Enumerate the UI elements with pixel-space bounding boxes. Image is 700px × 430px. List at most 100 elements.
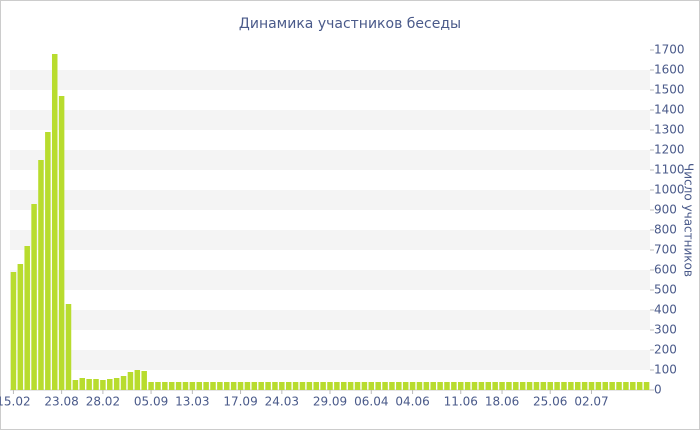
bar bbox=[210, 382, 216, 390]
bar bbox=[506, 382, 512, 390]
bar bbox=[485, 382, 492, 390]
y-axis-label: Число участников bbox=[682, 163, 696, 277]
grid-band bbox=[10, 150, 650, 170]
bar bbox=[382, 382, 388, 390]
bar bbox=[107, 379, 113, 390]
bar bbox=[230, 382, 237, 390]
bar bbox=[306, 382, 313, 390]
bar bbox=[72, 380, 79, 390]
x-tick-label: 13.03 bbox=[175, 395, 209, 409]
bar bbox=[313, 382, 319, 390]
bar bbox=[285, 382, 292, 390]
bar bbox=[113, 378, 120, 390]
bar bbox=[31, 204, 37, 390]
x-tick-label: 02.07 bbox=[574, 395, 608, 409]
bar bbox=[189, 382, 196, 390]
bar bbox=[86, 379, 92, 390]
bar bbox=[51, 54, 58, 390]
y-tick-label: 900 bbox=[654, 203, 677, 217]
y-tick-label: 1700 bbox=[654, 43, 685, 57]
bar bbox=[162, 382, 168, 390]
bar bbox=[45, 132, 51, 390]
bar bbox=[464, 382, 471, 390]
bar bbox=[389, 382, 395, 390]
bar bbox=[444, 382, 450, 390]
bar bbox=[93, 379, 99, 390]
grid-band bbox=[10, 350, 650, 370]
bar bbox=[513, 382, 519, 390]
bar bbox=[24, 246, 30, 390]
bar bbox=[299, 382, 306, 390]
bar bbox=[155, 382, 161, 390]
y-tick-label: 800 bbox=[654, 223, 677, 237]
y-tick-label: 1500 bbox=[654, 83, 685, 97]
bar bbox=[588, 382, 595, 390]
bar bbox=[10, 272, 17, 390]
bar bbox=[127, 372, 134, 390]
grid-band bbox=[10, 70, 650, 90]
bar bbox=[409, 382, 416, 390]
y-tick-label: 1100 bbox=[654, 163, 685, 177]
x-tick-label: 18.06 bbox=[485, 395, 519, 409]
x-tick-label: 23.08 bbox=[44, 395, 78, 409]
bar bbox=[451, 382, 457, 390]
y-tick-label: 1600 bbox=[654, 63, 685, 77]
bar bbox=[65, 304, 72, 390]
bar bbox=[402, 382, 409, 390]
bar bbox=[100, 380, 106, 390]
bar bbox=[574, 382, 581, 390]
bar bbox=[168, 382, 175, 390]
bar bbox=[630, 382, 636, 390]
bar bbox=[361, 382, 368, 390]
bar bbox=[38, 160, 44, 390]
bar bbox=[354, 382, 361, 390]
bar bbox=[430, 382, 436, 390]
bar bbox=[141, 371, 147, 390]
bar bbox=[17, 264, 24, 390]
bar bbox=[320, 382, 326, 390]
bar bbox=[134, 370, 141, 390]
bar bbox=[375, 382, 381, 390]
bar bbox=[561, 382, 567, 390]
bar bbox=[396, 382, 402, 390]
chart-title: Динамика участников беседы bbox=[239, 16, 461, 32]
grid-band bbox=[10, 190, 650, 210]
bar bbox=[636, 382, 643, 390]
bar bbox=[224, 382, 230, 390]
x-tick-label: 25.06 bbox=[533, 395, 567, 409]
bar bbox=[347, 382, 354, 390]
bar bbox=[251, 382, 258, 390]
bar bbox=[244, 382, 251, 390]
bar bbox=[148, 382, 154, 390]
y-tick-label: 200 bbox=[654, 343, 677, 357]
bar bbox=[423, 382, 430, 390]
x-tick-label: 06.04 bbox=[354, 395, 388, 409]
bar bbox=[175, 382, 182, 390]
grid-band bbox=[10, 310, 650, 330]
bar bbox=[602, 382, 609, 390]
bar bbox=[237, 382, 244, 390]
x-tick-label: 17.09 bbox=[223, 395, 257, 409]
y-tick-label: 300 bbox=[654, 323, 677, 337]
bar bbox=[437, 382, 443, 390]
bar bbox=[526, 382, 533, 390]
bar bbox=[120, 376, 127, 390]
bar bbox=[492, 382, 498, 390]
bar bbox=[368, 382, 375, 390]
x-tick-label: 15.02 bbox=[0, 395, 31, 409]
bar bbox=[416, 382, 423, 390]
bar bbox=[595, 382, 602, 390]
bar bbox=[643, 382, 650, 390]
bar bbox=[547, 382, 553, 390]
x-tick-label: 11.06 bbox=[444, 395, 478, 409]
y-tick-label: 100 bbox=[654, 363, 677, 377]
bar bbox=[581, 382, 588, 390]
bar bbox=[478, 382, 485, 390]
x-tick-label: 28.02 bbox=[86, 395, 120, 409]
y-tick-label: 1200 bbox=[654, 143, 685, 157]
y-tick-label: 1400 bbox=[654, 103, 685, 117]
bar bbox=[292, 382, 299, 390]
bar bbox=[196, 382, 202, 390]
bar bbox=[554, 382, 560, 390]
